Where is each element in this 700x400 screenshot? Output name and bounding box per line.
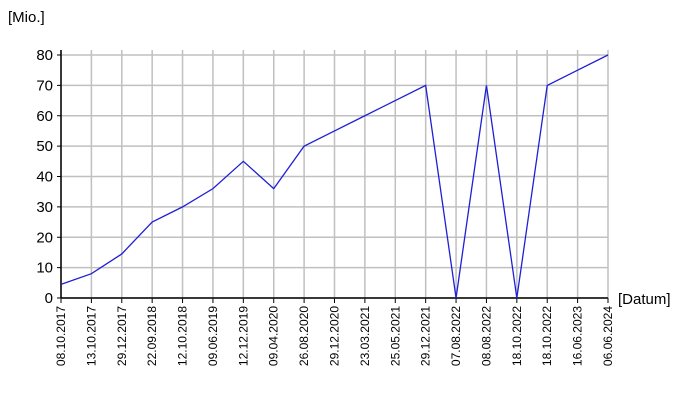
y-tick-label: 70: [36, 77, 53, 94]
x-tick-label: 07.08.2022: [449, 306, 463, 366]
x-tick-label: 08.10.2017: [54, 306, 68, 366]
x-tick-label: 16.06.2023: [571, 306, 585, 366]
x-tick-label: 29.12.2021: [419, 306, 433, 366]
x-tick-label: 08.08.2022: [479, 306, 493, 366]
x-axis-label: [Datum]: [618, 291, 671, 308]
x-tick-label: 12.12.2019: [236, 306, 250, 366]
x-tick-label: 22.09.2018: [145, 306, 159, 366]
x-tick-label: 29.12.2020: [328, 306, 342, 366]
x-tick-label: 06.06.2024: [601, 306, 615, 366]
y-tick-label: 60: [36, 108, 53, 125]
x-tick-label: 25.05.2021: [388, 306, 402, 366]
x-tick-label: 29.12.2017: [115, 306, 129, 366]
x-tick-label: 09.06.2019: [206, 306, 220, 366]
x-tick-label: 18.10.2022: [510, 306, 524, 366]
x-tick-label: 12.10.2018: [176, 306, 190, 366]
x-tick-label: 18.10.2022: [540, 306, 554, 366]
x-tick-label: 26.08.2020: [297, 306, 311, 366]
data-line: [60, 54, 609, 299]
y-tick-label: 50: [36, 138, 53, 155]
y-axis-label: [Mio.]: [8, 9, 45, 26]
y-tick-label: 10: [36, 260, 53, 277]
y-tick-label: 0: [45, 290, 53, 307]
y-tick-label: 20: [36, 229, 53, 246]
x-tick-label: 13.10.2017: [84, 306, 98, 366]
x-tick-label: 09.04.2020: [267, 306, 281, 366]
y-tick-label: 40: [36, 169, 53, 186]
y-tick-label: 30: [36, 199, 53, 216]
y-tick-label: 80: [36, 47, 53, 64]
x-tick-label: 23.03.2021: [358, 306, 372, 366]
